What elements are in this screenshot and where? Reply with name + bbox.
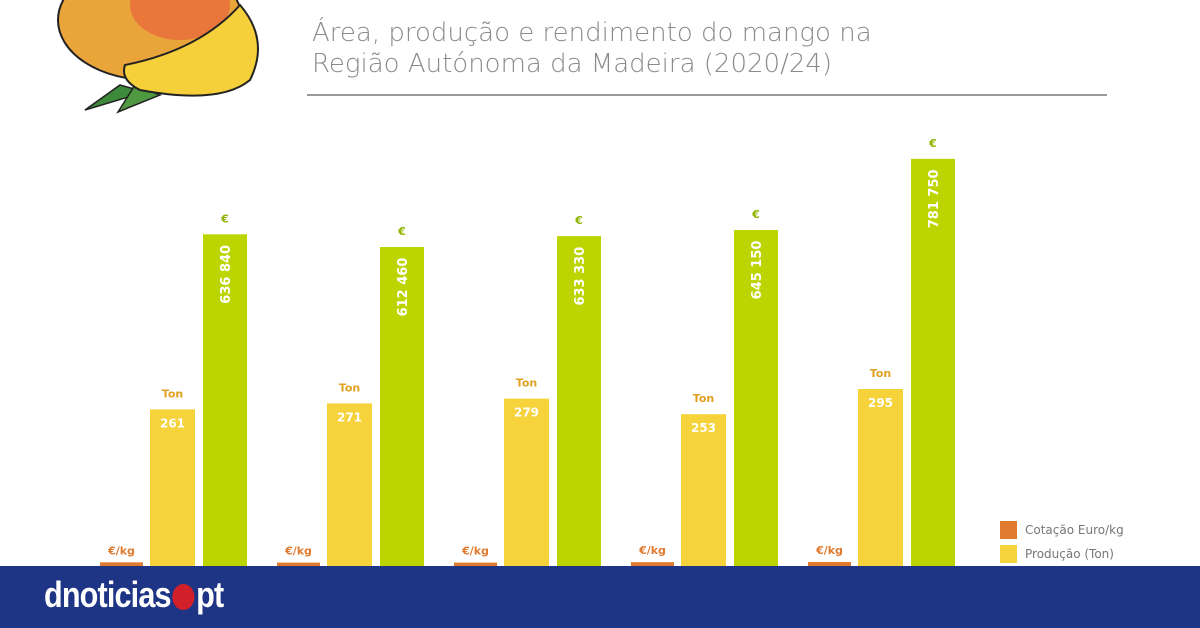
bar-cotacao-2024 (808, 562, 851, 566)
bar-producao-2022 (504, 398, 549, 566)
unit-label: €/kg (284, 545, 312, 558)
legend-swatch (1000, 545, 1017, 563)
logo-text-left: dnoticias (44, 574, 172, 615)
unit-label: € (220, 212, 229, 225)
data-label: 633 330 (573, 247, 588, 306)
mango-illustration (57, 0, 259, 114)
bar-producao-2021 (327, 403, 372, 566)
data-label: 781 750 (927, 169, 942, 228)
logo-text-right: pt (196, 574, 224, 615)
legend: Cotação Euro/kg Produção (Ton) (1000, 518, 1124, 566)
logo-dot (172, 584, 195, 610)
unit-label: Ton (693, 392, 714, 405)
unit-label: Ton (162, 387, 183, 400)
unit-label: € (397, 225, 406, 238)
legend-label: Produção (Ton) (1025, 547, 1114, 561)
unit-label: €/kg (815, 544, 843, 557)
unit-label: Ton (339, 381, 360, 394)
bar-producao-2023 (681, 414, 726, 566)
bar-valor-2023 (734, 229, 778, 566)
bar-valor-2024 (911, 158, 955, 566)
unit-label: Ton (870, 367, 891, 380)
legend-label: Cotação Euro/kg (1025, 523, 1124, 537)
bar-cotacao-2023 (631, 562, 674, 566)
data-label: 253 (691, 421, 716, 435)
bar-valor-2022 (557, 236, 601, 566)
bar-valor-2021 (380, 247, 424, 566)
unit-label: € (751, 208, 760, 221)
unit-label: € (574, 214, 583, 227)
bar-cotacao-2022 (454, 562, 497, 566)
legend-item-producao: Produção (Ton) (1000, 542, 1124, 566)
legend-swatch (1000, 521, 1017, 539)
data-label: 636 840 (219, 245, 234, 304)
data-label: 645 150 (750, 241, 765, 300)
bar-producao-2024 (858, 389, 903, 566)
title-divider (307, 94, 1107, 96)
unit-label: Ton (516, 377, 537, 390)
data-label: 271 (337, 410, 362, 424)
unit-label: €/kg (107, 544, 135, 557)
unit-label: €/kg (461, 545, 489, 558)
bar-cotacao-2021 (277, 562, 320, 566)
bar-chart: €/kg Ton 261 €636 840 €/kg Ton 271 €612 460 €/kg… (100, 137, 955, 566)
bar-valor-2020 (203, 234, 247, 566)
bar-cotacao-2020 (100, 562, 143, 566)
unit-label: €/kg (638, 544, 666, 557)
title-line-2: Região Autónoma da Madeira (2020/24) (312, 49, 833, 79)
unit-label: € (928, 137, 937, 150)
data-label: 295 (868, 396, 893, 410)
data-label: 612 460 (396, 258, 411, 317)
footer-banner (0, 566, 1200, 628)
legend-item-cotacao: Cotação Euro/kg (1000, 518, 1124, 542)
data-label: 279 (514, 406, 539, 420)
data-label: 261 (160, 416, 185, 430)
bar-producao-2020 (150, 409, 195, 566)
title-line-1: Área, produção e rendimento do mango na (312, 18, 872, 48)
dnoticias-logo[interactable]: dnoticias pt (44, 574, 224, 616)
chart-title: Área, produção e rendimento do mango na … (312, 18, 872, 80)
